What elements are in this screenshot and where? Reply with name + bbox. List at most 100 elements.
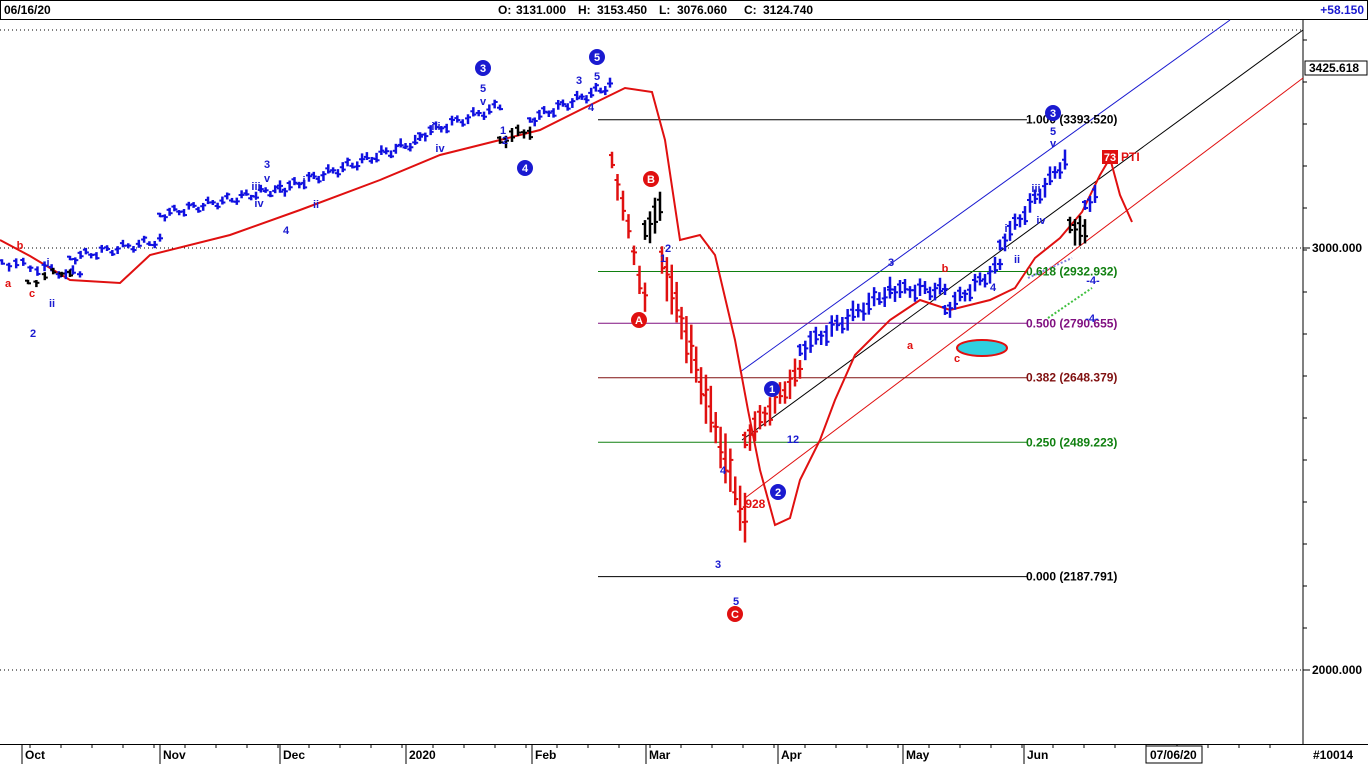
wave-label: iv — [254, 198, 264, 210]
wave-label: a — [5, 278, 12, 290]
fib-label: 1.000 (3393.520) — [1026, 113, 1117, 127]
wave-circle — [764, 381, 780, 397]
wave-label: 1 — [500, 125, 506, 137]
high-label: H: — [578, 3, 591, 17]
low-value: 3076.060 — [677, 3, 727, 17]
wave-label: iv — [435, 143, 445, 155]
pti-label: PTI — [1121, 150, 1140, 164]
wave-label: i — [46, 257, 49, 269]
wave-label: B — [647, 174, 655, 186]
x-month-label: May — [906, 748, 930, 762]
annotations: 73 PTI .928 — [742, 150, 1140, 511]
wave-label: 4 — [283, 225, 290, 237]
high-value: 3153.450 — [597, 3, 647, 17]
channel-upper — [739, 19, 1231, 373]
wave-label: v — [264, 173, 271, 185]
open-label: O: — [498, 3, 511, 17]
wave-label: 3 — [715, 559, 721, 571]
chart-code: #10014 — [1313, 748, 1353, 762]
fib-label: 0.500 (2790.655) — [1026, 316, 1117, 330]
fib-label: 0.000 (2187.791) — [1026, 570, 1117, 584]
wave-label: 3 — [480, 63, 486, 75]
wave-label: 1 — [769, 384, 775, 396]
price-bars — [0, 77, 1098, 543]
x-month-label: Feb — [535, 748, 556, 762]
wave-circle — [631, 312, 647, 328]
wave-label: 4 — [522, 163, 529, 175]
x-month-label: Oct — [25, 748, 45, 762]
x-month-label: 2020 — [409, 748, 436, 762]
wave-label: 3 — [1050, 108, 1056, 120]
wave-label: 4 — [990, 282, 997, 294]
wave-label: 2 — [502, 135, 508, 147]
fib-label: 0.618 (2932.932) — [1026, 265, 1117, 279]
wave-label: 2 — [665, 243, 671, 255]
wave-label: 4 — [588, 102, 595, 114]
wave-label: 4 — [720, 465, 727, 477]
pti-badge — [1102, 150, 1118, 164]
wave-label: ii — [1014, 254, 1020, 266]
wave-label: 5 — [1050, 126, 1056, 138]
y-tick-label: 2000.000 — [1312, 663, 1362, 677]
end-date: 07/06/20 — [1150, 748, 1197, 762]
close-value: 3124.740 — [763, 3, 813, 17]
wave-circle — [643, 171, 659, 187]
close-label: C: — [744, 3, 757, 17]
pti-badge-value: 73 — [1104, 152, 1116, 164]
wave-circle — [770, 484, 786, 500]
wave-label: iii — [251, 181, 260, 193]
wave-label: v — [480, 96, 487, 108]
wave-label: 5 — [733, 596, 739, 608]
wave-label: i — [1004, 223, 1007, 235]
projection-path — [1027, 257, 1073, 279]
end-date-box — [1145, 745, 1203, 764]
wave-circle — [517, 160, 533, 176]
x-month-label: Mar — [649, 748, 671, 762]
channel-mid — [741, 29, 1304, 441]
price-axis: 3000.000 2000.000 3425.618 — [1303, 39, 1368, 677]
wave-label: C — [731, 609, 739, 621]
x-month-label: Apr — [781, 748, 802, 762]
channel-lower — [744, 77, 1304, 499]
wave-label: iv — [1036, 215, 1046, 227]
low-label: L: — [659, 3, 670, 17]
trend-channel — [739, 19, 1304, 499]
wave-label: c — [954, 353, 960, 365]
fib-levels: 1.000 (3393.520) 0.618 (2932.932) 0.500 (2… — [598, 113, 1117, 584]
wave-label: 1 — [660, 253, 666, 265]
wave-label: 12 — [787, 434, 799, 446]
wave-label: c — [29, 288, 35, 300]
wave-label: 2 — [30, 328, 36, 340]
wave-label: -4- — [1085, 313, 1099, 325]
wave-label: 2 — [775, 487, 781, 499]
ratio-annotation: .928 — [742, 497, 766, 511]
wave-label: 3 — [264, 159, 270, 171]
wave-label: a — [907, 340, 914, 352]
moving-average — [0, 86, 1133, 527]
last-price-label: 3425.618 — [1309, 61, 1359, 75]
moving-average-line — [0, 86, 1133, 527]
wave-label: 3 — [888, 257, 894, 269]
wave-label: 5 — [480, 83, 486, 95]
last-price-tag — [1304, 60, 1368, 76]
wave-label: 5 — [594, 52, 600, 64]
wave-label: b — [942, 263, 949, 275]
wave-label: -4- — [1086, 275, 1100, 287]
target-ellipse — [956, 339, 1008, 357]
wave-label: A — [635, 315, 643, 327]
wave-circle — [589, 49, 605, 65]
wave-circle — [1045, 105, 1061, 121]
wave-label: v — [1050, 138, 1057, 150]
wave-label: b — [17, 240, 24, 252]
wave-circle — [727, 606, 743, 622]
open-value: 3131.000 — [516, 3, 566, 17]
fib-label: 0.250 (2489.223) — [1026, 435, 1117, 449]
wave-label: ii — [313, 199, 319, 211]
wave-label: iii — [1031, 183, 1040, 195]
wave-circle — [475, 60, 491, 76]
wave-label: 3 — [576, 75, 582, 87]
x-month-label: Jun — [1027, 748, 1048, 762]
